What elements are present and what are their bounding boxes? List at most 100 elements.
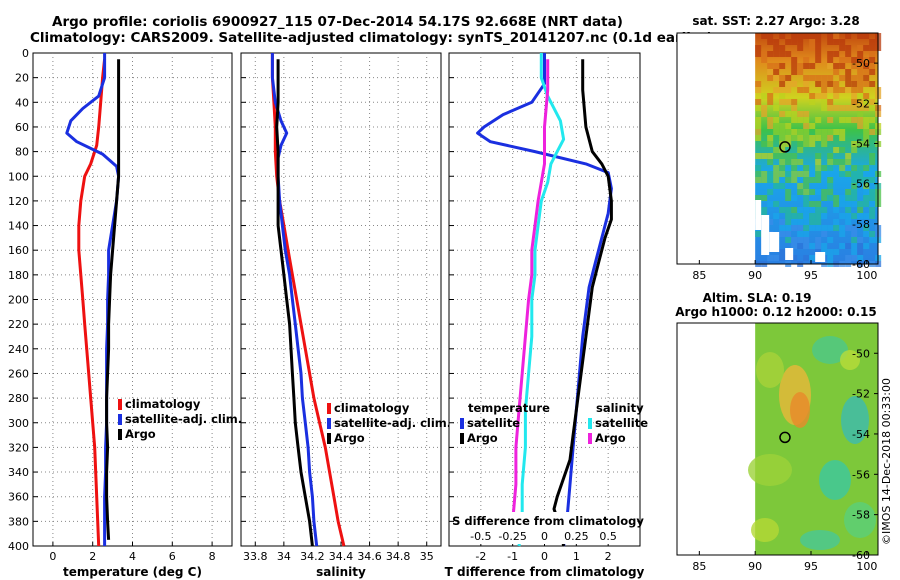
sst-cell <box>779 93 786 99</box>
y-tick-label: -56 <box>852 178 870 191</box>
y-tick-label: -58 <box>852 218 870 231</box>
sst-cell <box>839 105 846 111</box>
sst-cell <box>827 165 834 171</box>
legend-swatch <box>588 418 592 429</box>
sst-cell <box>869 177 876 183</box>
sst-cell <box>803 225 810 231</box>
sst-cell <box>791 255 798 261</box>
sst-cell <box>767 219 774 225</box>
sst-cell <box>755 231 762 237</box>
sst-cell <box>845 201 852 207</box>
legend-label: satellite-adj. clim. <box>125 412 242 426</box>
sst-cell <box>863 57 870 63</box>
sst-cell <box>785 237 792 243</box>
sla-anomaly <box>840 350 860 370</box>
sst-cell <box>863 99 870 105</box>
sla-anomaly <box>800 530 840 550</box>
sst-cell <box>869 201 876 207</box>
sst-cell <box>803 135 810 141</box>
y-tick-label: 120 <box>8 195 29 208</box>
x-tick-label: 85 <box>692 560 706 573</box>
sst-cell <box>803 231 810 237</box>
sst-cell <box>803 63 810 69</box>
legend-swatch <box>327 418 331 429</box>
sst-cell <box>785 39 792 45</box>
sst-cell <box>755 81 762 87</box>
sst-cell <box>779 159 786 165</box>
sst-cell <box>845 219 852 225</box>
sst-cell <box>791 135 798 141</box>
sst-cell <box>773 45 780 51</box>
sst-cell <box>833 219 840 225</box>
missing-data <box>769 232 780 252</box>
sst-cell <box>863 33 870 39</box>
sst-cell <box>851 117 858 123</box>
sst-cell <box>803 177 810 183</box>
sst-cell <box>815 117 822 123</box>
sst-cell <box>845 87 852 93</box>
s-tick-label: -0.25 <box>498 530 526 543</box>
x-tick-label: 90 <box>748 560 762 573</box>
sst-cell <box>839 225 846 231</box>
sst-cell <box>779 249 786 255</box>
sst-cell <box>767 69 774 75</box>
sla-anomaly <box>790 392 810 428</box>
sst-cell <box>857 33 864 39</box>
sst-cell <box>803 165 810 171</box>
legend-swatch <box>460 418 464 429</box>
sst-cell <box>797 207 804 213</box>
sst-cell <box>863 183 870 189</box>
sst-cell <box>869 51 876 57</box>
sst-cell <box>821 207 828 213</box>
sst-cell <box>797 33 804 39</box>
sst-cell <box>863 195 870 201</box>
sst-cell <box>857 93 864 99</box>
sst-cell <box>803 33 810 39</box>
sst-cell <box>803 117 810 123</box>
sst-cell <box>857 81 864 87</box>
sst-cell <box>821 129 828 135</box>
sst-cell <box>779 129 786 135</box>
missing-data <box>785 248 794 260</box>
sst-cell <box>833 33 840 39</box>
sst-cell <box>821 135 828 141</box>
y-tick-label: -54 <box>852 428 870 441</box>
sst-cell <box>869 105 876 111</box>
sst-cell <box>797 243 804 249</box>
sst-cell <box>845 33 852 39</box>
sst-cell <box>767 51 774 57</box>
sst-cell <box>785 135 792 141</box>
sst-cell <box>845 159 852 165</box>
legend-label: Argo <box>334 431 365 445</box>
y-tick-label: -52 <box>852 388 870 401</box>
sst-cell <box>791 165 798 171</box>
sst-cell <box>791 69 798 75</box>
sst-cell <box>833 51 840 57</box>
x-tick-label: 100 <box>856 560 877 573</box>
sst-cell <box>869 189 876 195</box>
sst-cell <box>779 171 786 177</box>
x-tick-label: 35 <box>420 550 434 563</box>
plot-frame <box>32 52 233 547</box>
sst-cell <box>827 87 834 93</box>
sst-cell <box>869 81 876 87</box>
sst-cell <box>863 201 870 207</box>
s-tick-label: 0 <box>541 530 548 543</box>
x-tick-label: 1 <box>573 550 580 563</box>
sla-title-1: Altim. SLA: 0.19 <box>703 291 812 305</box>
sst-cell <box>767 33 774 39</box>
sst-cell <box>797 39 804 45</box>
sst-cell <box>785 87 792 93</box>
sst-cell <box>797 147 804 153</box>
sst-cell <box>851 105 858 111</box>
sst-cell <box>779 255 786 261</box>
sst-cell <box>791 219 798 225</box>
salinity-panel: 33.8 34 34.2 34.4 34.6 34.8 35 salinity climatol… <box>240 52 451 579</box>
sst-cell <box>761 51 768 57</box>
sst-cell <box>779 123 786 129</box>
sst-cell <box>767 99 774 105</box>
sst-cell <box>791 39 798 45</box>
sst-cell <box>863 189 870 195</box>
y-tick-label: 140 <box>8 220 29 233</box>
